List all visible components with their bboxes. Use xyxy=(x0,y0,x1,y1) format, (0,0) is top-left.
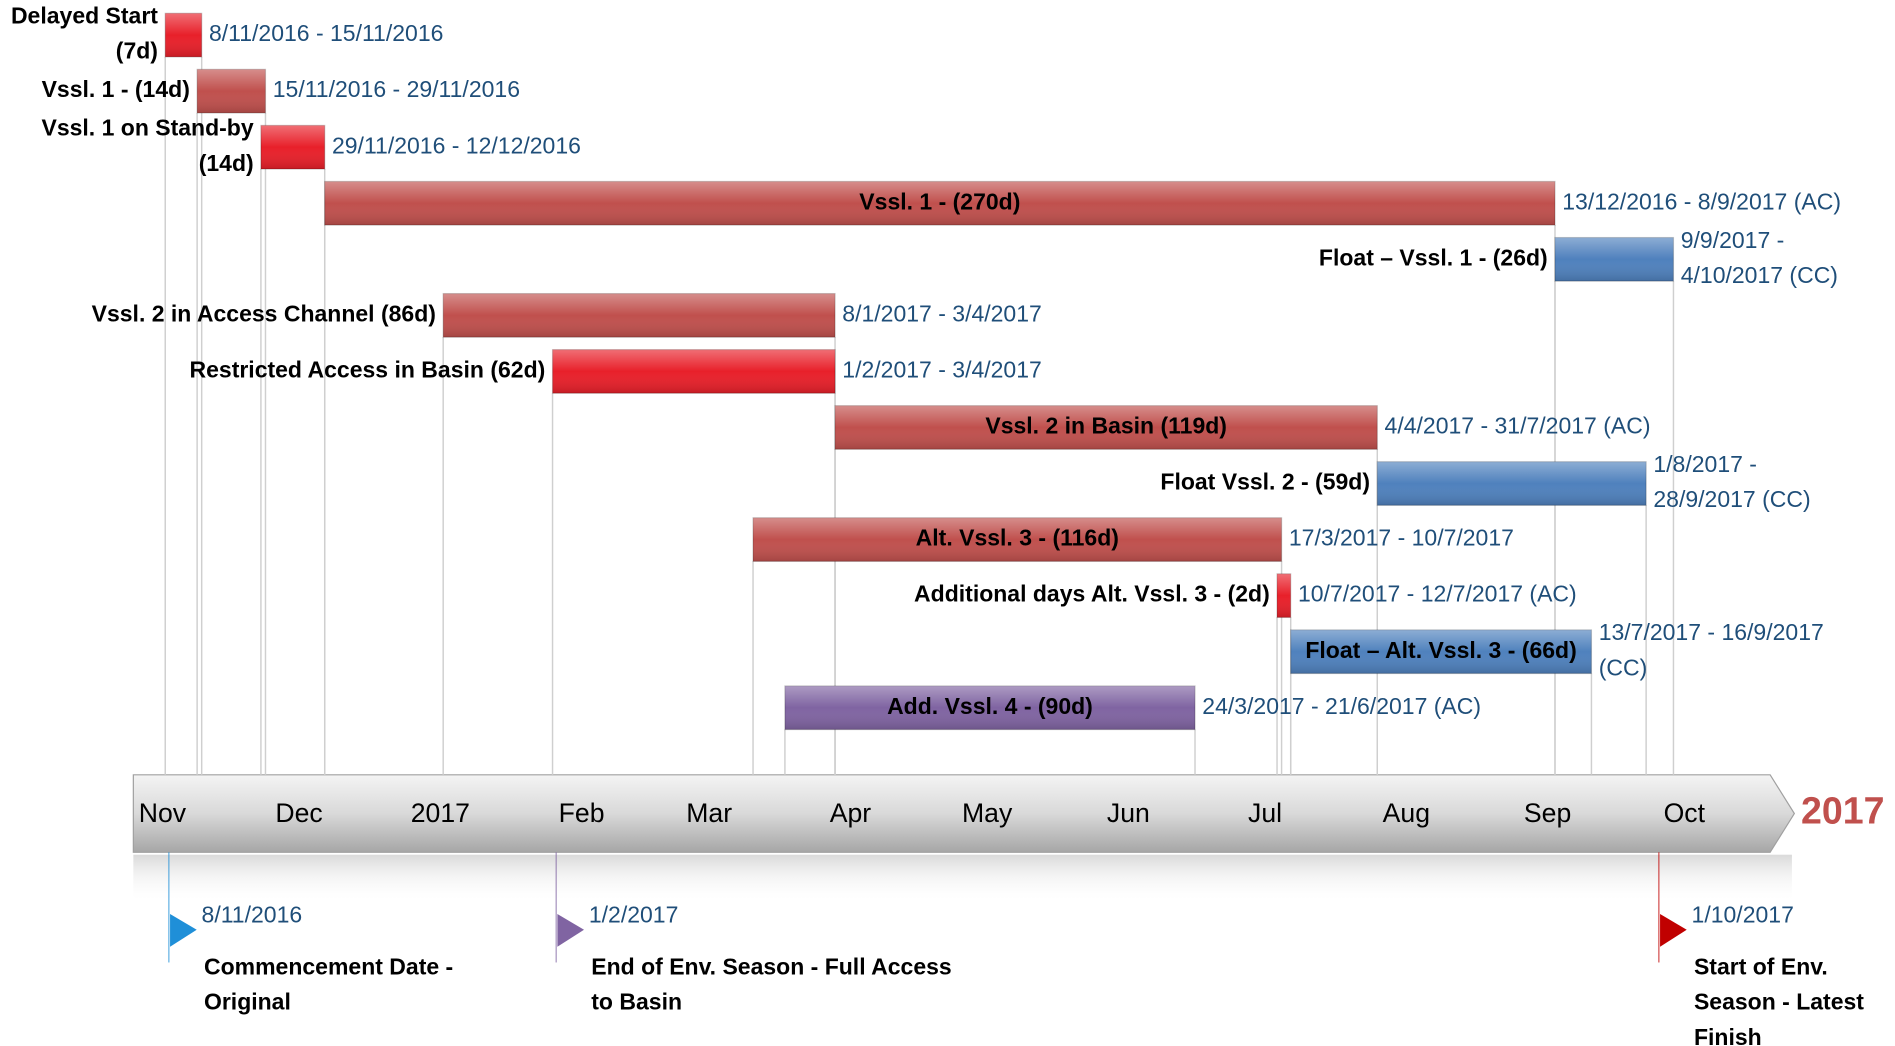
task-dates: 8/11/2016 - 15/11/2016 xyxy=(209,20,443,46)
task-dates: 1/2/2017 - 3/4/2017 xyxy=(842,357,1042,383)
task-dates: 4/10/2017 (CC) xyxy=(1681,262,1838,288)
task-label: Float – Alt. Vssl. 3 - (66d) xyxy=(1305,637,1576,663)
task-dates: 15/11/2016 - 29/11/2016 xyxy=(273,76,520,102)
task-label: Float – Vssl. 1 - (26d) xyxy=(1319,244,1548,270)
milestone-date: 8/11/2016 xyxy=(202,902,303,928)
task-dates: 13/7/2017 - 16/9/2017 xyxy=(1599,619,1824,645)
x-tick-label: Dec xyxy=(275,798,322,828)
milestone-flag xyxy=(1660,914,1687,947)
bar-sheen xyxy=(260,125,325,170)
x-tick-label: Mar xyxy=(686,798,732,828)
x-tick-label: Aug xyxy=(1383,798,1430,828)
milestone-flag xyxy=(170,914,197,947)
x-tick-label: Oct xyxy=(1664,798,1706,828)
task-dates: 4/4/2017 - 31/7/2017 (AC) xyxy=(1385,413,1651,439)
milestone-label: Finish xyxy=(1694,1024,1762,1046)
task-label: Restricted Access in Basin (62d) xyxy=(189,357,545,383)
task-dates: 9/9/2017 - xyxy=(1681,227,1785,253)
task-dates: 13/12/2016 - 8/9/2017 (AC) xyxy=(1562,188,1841,214)
task-dates: 1/8/2017 - xyxy=(1653,451,1757,477)
milestone-label: Original xyxy=(204,989,291,1015)
task-label: Vssl. 1 - (270d) xyxy=(859,188,1020,214)
bar-sheen xyxy=(324,181,1555,226)
axis-reflection xyxy=(133,854,1792,904)
x-tick-label: Nov xyxy=(139,798,187,828)
bar-sheen xyxy=(1554,237,1674,282)
bar-sheen xyxy=(1290,629,1592,674)
x-tick-label: May xyxy=(962,798,1013,828)
x-tick-label: Apr xyxy=(830,798,872,828)
bar-sheen xyxy=(552,349,836,394)
milestone-date: 1/10/2017 xyxy=(1692,902,1794,928)
task-label: Add. Vssl. 4 - (90d) xyxy=(887,693,1093,719)
year-label: 2017 xyxy=(1801,789,1884,831)
x-tick-label: Sep xyxy=(1524,798,1571,828)
x-tick-label: Jun xyxy=(1107,798,1150,828)
milestone-label: Season - Latest xyxy=(1694,989,1864,1015)
bar-sheen xyxy=(443,293,836,338)
bar-sheen xyxy=(1377,461,1647,506)
milestone-label: to Basin xyxy=(591,989,682,1015)
milestone-flag xyxy=(557,914,585,947)
bar-sheen xyxy=(753,517,1282,562)
task-label: Vssl. 1 on Stand-by xyxy=(42,115,254,141)
bar-sheen xyxy=(784,685,1196,730)
bar-sheen xyxy=(165,13,202,57)
milestone-label: End of Env. Season - Full Access xyxy=(591,954,951,980)
task-label: Vssl. 2 in Access Channel (86d) xyxy=(92,300,436,326)
task-label: Vssl. 1 - (14d) xyxy=(42,76,190,102)
bar-sheen xyxy=(197,69,266,113)
task-label: Alt. Vssl. 3 - (116d) xyxy=(916,525,1119,551)
task-label: Vssl. 2 in Basin (119d) xyxy=(985,413,1227,439)
bar-sheen xyxy=(1277,573,1291,618)
task-label: Additional days Alt. Vssl. 3 - (2d) xyxy=(914,581,1270,607)
milestone-date: 1/2/2017 xyxy=(589,902,679,928)
task-label: (14d) xyxy=(199,150,254,176)
task-dates: 28/9/2017 (CC) xyxy=(1653,486,1810,512)
bar-sheen xyxy=(835,405,1378,450)
task-label: Delayed Start xyxy=(11,3,158,29)
task-dates: 17/3/2017 - 10/7/2017 xyxy=(1289,525,1514,551)
milestone-label: Commencement Date - xyxy=(204,954,453,980)
task-dates: (CC) xyxy=(1599,654,1648,680)
axis-band xyxy=(132,774,1796,853)
task-dates: 8/1/2017 - 3/4/2017 xyxy=(842,300,1042,326)
milestone-label: Start of Env. xyxy=(1694,954,1828,980)
task-dates: 29/11/2016 - 12/12/2016 xyxy=(332,132,581,158)
task-dates: 10/7/2017 - 12/7/2017 (AC) xyxy=(1298,581,1577,607)
task-label: (7d) xyxy=(116,38,158,64)
task-dates: 24/3/2017 - 21/6/2017 (AC) xyxy=(1202,693,1481,719)
x-tick-label: Feb xyxy=(559,798,605,828)
x-tick-label: 2017 xyxy=(411,798,470,828)
x-tick-label: Jul xyxy=(1248,798,1282,828)
task-label: Float Vssl. 2 - (59d) xyxy=(1160,469,1370,495)
